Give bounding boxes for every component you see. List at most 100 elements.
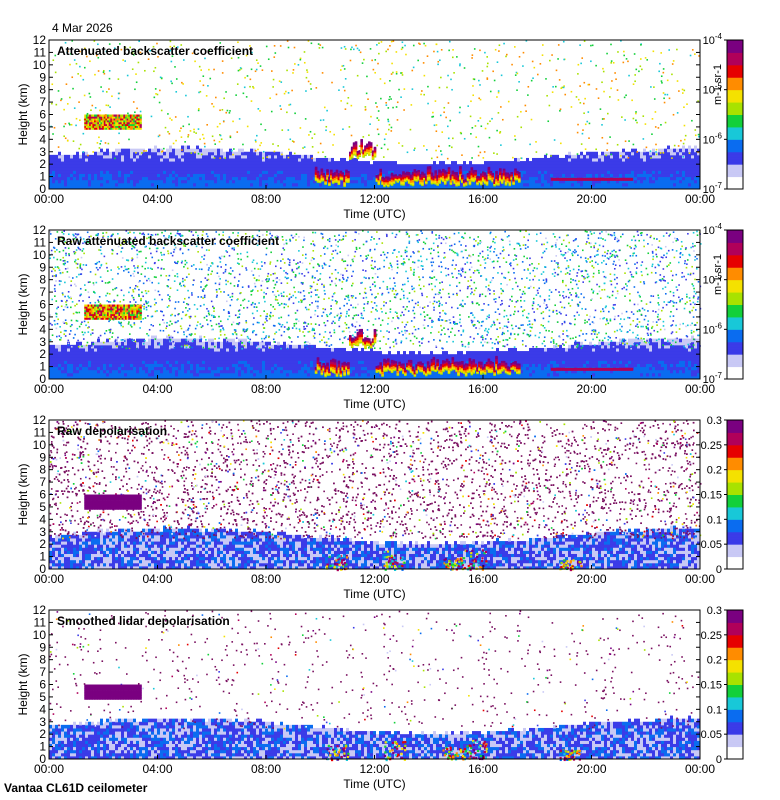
- heatmap-cell: [136, 342, 139, 346]
- heatmap-cell: [277, 173, 280, 177]
- heatmap-cell: [658, 167, 661, 171]
- heatmap-cell: [613, 170, 616, 174]
- noise-pixel: [190, 130, 192, 132]
- heatmap-cell: [109, 360, 112, 364]
- heatmap-cell: [79, 167, 82, 171]
- noise-pixel: [460, 132, 462, 134]
- heatmap-cell: [301, 180, 304, 184]
- noise-pixel: [563, 59, 565, 61]
- heatmap-cell: [622, 167, 625, 171]
- heatmap-cell: [124, 363, 127, 367]
- cloud-cell: [429, 166, 432, 168]
- noise-pixel: [350, 49, 352, 51]
- heatmap-cell: [649, 167, 652, 171]
- heatmap-cell: [55, 164, 58, 168]
- heatmap-cell: [130, 342, 133, 346]
- heatmap-cell: [298, 180, 301, 184]
- noise-pixel: [67, 103, 69, 105]
- heatmap-cell: [94, 158, 97, 162]
- heatmap-cell: [694, 152, 697, 156]
- heatmap-cell: [598, 170, 601, 174]
- noise-pixel: [357, 48, 359, 50]
- heatmap-cell: [271, 177, 274, 181]
- noise-pixel: [103, 71, 105, 73]
- heatmap-cell: [193, 170, 196, 174]
- heatmap-cell: [178, 161, 181, 165]
- heatmap-cell: [628, 170, 631, 174]
- heatmap-cell: [169, 149, 172, 153]
- noise-pixel: [472, 85, 474, 87]
- heatmap-cell: [253, 183, 256, 187]
- heatmap-cell: [94, 161, 97, 165]
- noise-pixel: [255, 140, 257, 142]
- noise-pixel: [546, 154, 548, 156]
- noise-pixel: [140, 111, 142, 113]
- heatmap-cell: [589, 170, 592, 174]
- noise-pixel: [206, 124, 208, 126]
- heatmap-cell: [244, 177, 247, 181]
- heatmap-cell: [331, 158, 334, 162]
- heatmap-cell: [55, 167, 58, 171]
- heatmap-cell: [340, 161, 343, 165]
- heatmap-cell: [265, 167, 268, 171]
- noise-pixel: [214, 157, 216, 159]
- heatmap-cell: [691, 180, 694, 184]
- heatmap-cell: [676, 161, 679, 165]
- cloud-cell: [315, 167, 318, 169]
- heatmap-cell: [52, 345, 55, 349]
- heatmap-cell: [280, 173, 283, 177]
- heatmap-cell: [85, 348, 88, 352]
- heatmap-cell: [127, 360, 130, 364]
- heatmap-cell: [181, 146, 184, 150]
- noise-pixel: [582, 129, 584, 131]
- noise-pixel: [319, 47, 321, 49]
- heatmap-cell: [124, 167, 127, 171]
- heatmap-cell: [598, 161, 601, 165]
- heatmap-cell: [196, 177, 199, 181]
- noise-pixel: [671, 74, 673, 76]
- noise-pixel: [67, 140, 69, 142]
- heatmap-cell: [508, 167, 511, 171]
- heatmap-cell: [607, 164, 610, 168]
- heatmap-cell: [307, 164, 310, 168]
- heatmap-cell: [178, 155, 181, 159]
- heatmap-cell: [244, 158, 247, 162]
- heatmap-cell: [550, 183, 553, 187]
- noise-pixel: [439, 87, 441, 89]
- heatmap-cell: [370, 164, 373, 168]
- heatmap-cell: [175, 173, 178, 177]
- heatmap-cell: [109, 170, 112, 174]
- heatmap-cell: [646, 177, 649, 181]
- heatmap-cell: [277, 152, 280, 156]
- heatmap-cell: [91, 170, 94, 174]
- heatmap-cell: [97, 183, 100, 187]
- heatmap-cell: [568, 173, 571, 177]
- ceilometer-figure: Attenuated backscatter coefficient012345…: [0, 0, 780, 800]
- noise-pixel: [388, 99, 390, 101]
- heatmap-cell: [232, 183, 235, 187]
- heatmap-cell: [259, 180, 262, 184]
- noise-pixel: [498, 90, 500, 92]
- heatmap-cell: [205, 180, 208, 184]
- heatmap-cell: [160, 167, 163, 171]
- heatmap-cell: [202, 164, 205, 168]
- noise-pixel: [387, 49, 389, 51]
- heatmap-cell: [61, 360, 64, 364]
- noise-pixel: [589, 123, 591, 125]
- heatmap-cell: [52, 164, 55, 168]
- heatmap-cell: [685, 158, 688, 162]
- noise-pixel: [213, 140, 215, 142]
- heatmap-cell: [592, 170, 595, 174]
- heatmap-cell: [205, 158, 208, 162]
- heatmap-cell: [574, 161, 577, 165]
- noise-pixel: [423, 43, 425, 45]
- heatmap-cell: [214, 161, 217, 165]
- noise-pixel: [206, 95, 208, 97]
- heatmap-cell: [64, 158, 67, 162]
- heatmap-cell: [157, 180, 160, 184]
- heatmap-cell: [658, 158, 661, 162]
- heatmap-cell: [601, 167, 604, 171]
- heatmap-cell: [604, 167, 607, 171]
- heatmap-cell: [139, 164, 142, 168]
- heatmap-cell: [73, 183, 76, 187]
